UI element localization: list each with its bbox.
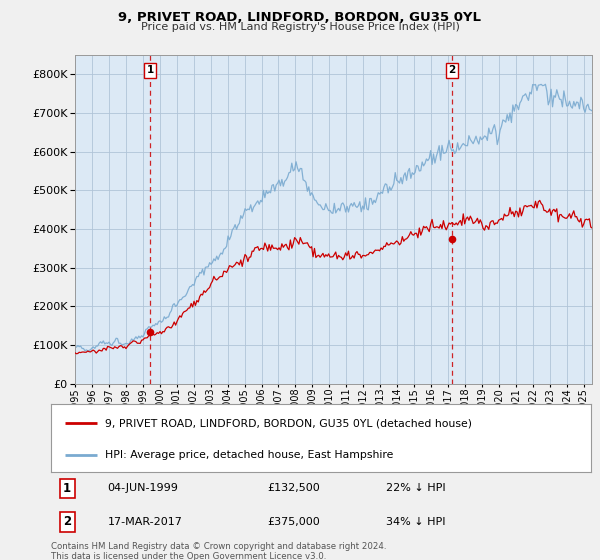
Text: £132,500: £132,500 [267,483,320,493]
Text: 9, PRIVET ROAD, LINDFORD, BORDON, GU35 0YL (detached house): 9, PRIVET ROAD, LINDFORD, BORDON, GU35 0… [105,418,472,428]
Text: 34% ↓ HPI: 34% ↓ HPI [386,517,445,527]
Text: HPI: Average price, detached house, East Hampshire: HPI: Average price, detached house, East… [105,450,394,460]
Text: £375,000: £375,000 [267,517,320,527]
Text: 9, PRIVET ROAD, LINDFORD, BORDON, GU35 0YL: 9, PRIVET ROAD, LINDFORD, BORDON, GU35 0… [119,11,482,24]
Text: 04-JUN-1999: 04-JUN-1999 [108,483,179,493]
Text: 17-MAR-2017: 17-MAR-2017 [108,517,182,527]
Text: 1: 1 [63,482,71,495]
Text: Contains HM Land Registry data © Crown copyright and database right 2024.
This d: Contains HM Land Registry data © Crown c… [51,542,386,560]
Text: 22% ↓ HPI: 22% ↓ HPI [386,483,445,493]
Text: 2: 2 [448,66,455,76]
Text: Price paid vs. HM Land Registry's House Price Index (HPI): Price paid vs. HM Land Registry's House … [140,22,460,32]
Text: 1: 1 [146,66,154,76]
Text: 2: 2 [63,515,71,528]
